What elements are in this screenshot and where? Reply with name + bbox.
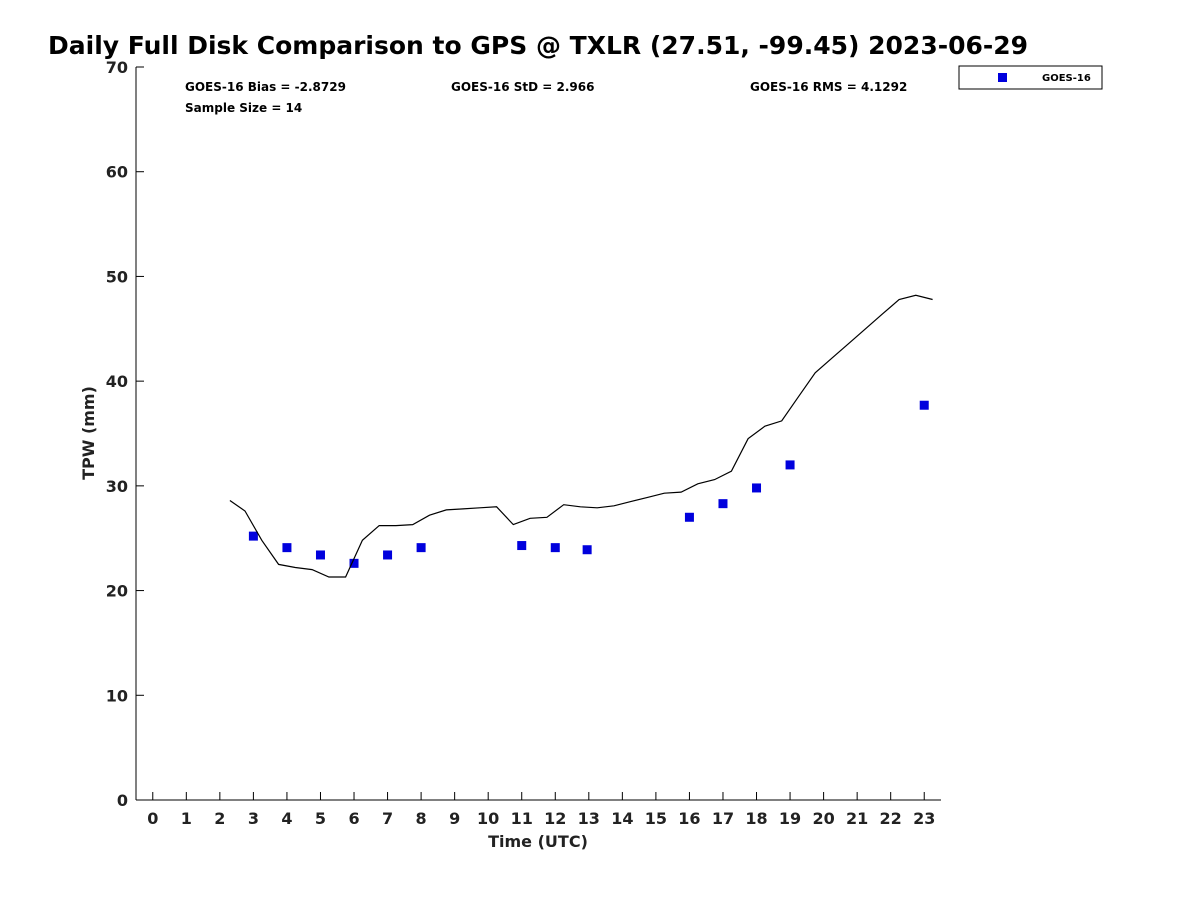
stat-bias: GOES-16 Bias = -2.8729	[185, 80, 346, 94]
goes16-point	[582, 545, 592, 555]
y-axis-label: TPW (mm)	[79, 386, 98, 480]
goes16-point	[718, 499, 728, 509]
x-tick-label: 10	[477, 809, 499, 828]
legend: GOES-16	[958, 65, 1103, 90]
y-tick-label: 50	[106, 267, 128, 286]
x-tick-label: 18	[745, 809, 767, 828]
x-tick-label: 7	[382, 809, 393, 828]
x-tick-label: 0	[147, 809, 158, 828]
x-tick-label: 17	[712, 809, 734, 828]
legend-marker	[998, 73, 1007, 82]
goes16-point	[416, 543, 426, 553]
x-tick-label: 13	[578, 809, 600, 828]
stat-std: GOES-16 StD = 2.966	[451, 80, 594, 94]
goes16-point	[919, 400, 929, 410]
goes16-point	[517, 541, 527, 551]
x-axis-label: Time (UTC)	[488, 832, 588, 851]
axes	[135, 67, 941, 801]
goes16-point	[383, 550, 393, 560]
goes16-point	[248, 531, 258, 541]
y-tick-label: 30	[106, 477, 128, 496]
x-tick-label: 19	[779, 809, 801, 828]
goes16-point	[315, 550, 325, 560]
y-tick-label: 10	[106, 686, 128, 705]
x-tick-label: 21	[846, 809, 868, 828]
gps-tpw-line	[229, 294, 933, 578]
x-tick-label: 20	[812, 809, 834, 828]
y-tick-label: 20	[106, 582, 128, 601]
y-ticks: 0 10 20 30 40 50 60 70	[106, 58, 144, 810]
x-tick-label: 2	[214, 809, 225, 828]
x-tick-label: 22	[880, 809, 902, 828]
x-tick-label: 1	[181, 809, 192, 828]
goes16-point	[349, 558, 359, 568]
goes16-point	[785, 460, 795, 470]
goes16-point	[684, 512, 694, 522]
goes16-point	[550, 543, 560, 553]
x-tick-label: 9	[449, 809, 460, 828]
legend-box	[958, 65, 1103, 90]
legend-label: GOES-16	[1042, 73, 1091, 84]
goes16-point	[752, 483, 762, 493]
x-tick-label: 5	[315, 809, 326, 828]
x-tick-label: 4	[281, 809, 292, 828]
chart-title: Daily Full Disk Comparison to GPS @ TXLR…	[48, 31, 1028, 60]
x-tick-label: 14	[611, 809, 633, 828]
goes16-point	[282, 543, 292, 553]
x-tick-label: 23	[913, 809, 935, 828]
x-tick-label: 15	[645, 809, 667, 828]
x-ticks: 0 1 2 3 4 5 6 7 8 9 10 11 12 13 14 15 16 17 18 19 20 21 22 23	[147, 792, 935, 828]
x-tick-label: 11	[511, 809, 533, 828]
x-tick-label: 3	[248, 809, 259, 828]
stat-rms: GOES-16 RMS = 4.1292	[750, 80, 907, 94]
x-tick-label: 8	[416, 809, 427, 828]
series-layer	[229, 294, 933, 578]
y-tick-label: 40	[106, 372, 128, 391]
x-tick-label: 16	[678, 809, 700, 828]
x-tick-label: 6	[348, 809, 359, 828]
y-tick-label: 70	[106, 58, 128, 77]
x-tick-label: 12	[544, 809, 566, 828]
y-tick-label: 60	[106, 163, 128, 182]
y-tick-label: 0	[117, 791, 128, 810]
stat-sample-size: Sample Size = 14	[185, 101, 302, 115]
